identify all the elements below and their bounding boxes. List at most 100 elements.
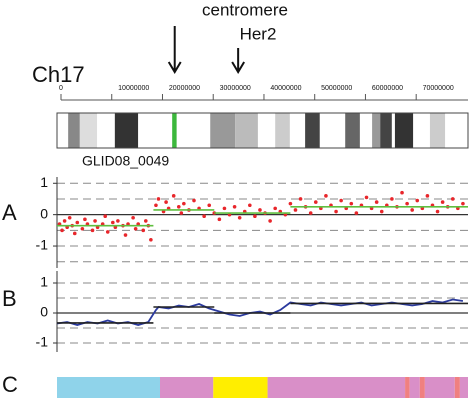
y-tick-label: -1 — [36, 334, 49, 350]
data-point — [156, 197, 161, 201]
data-point — [154, 203, 158, 208]
data-point — [288, 201, 293, 206]
data-point — [93, 219, 97, 223]
sample-label: GLID08_0049 — [82, 153, 169, 169]
state-block — [409, 377, 420, 398]
data-point — [400, 190, 404, 195]
x-tick-label: 60000000 — [372, 85, 403, 92]
data-point — [232, 205, 237, 209]
annotation-arrow — [167, 26, 182, 74]
data-point — [461, 201, 465, 206]
x-tick-label: 30000000 — [220, 85, 251, 92]
x-tick-label: 0 — [59, 85, 63, 92]
data-point — [222, 206, 227, 211]
data-point — [103, 214, 108, 219]
data-point — [349, 201, 354, 206]
y-tick-label: 0 — [40, 205, 48, 221]
data-point — [179, 211, 184, 215]
data-point — [253, 214, 257, 219]
data-point — [237, 215, 242, 220]
panel-label: A — [2, 200, 17, 225]
chromosome-band — [413, 113, 430, 148]
y-tick-label: 1 — [40, 174, 48, 190]
data-point — [133, 226, 138, 231]
data-point — [60, 228, 64, 233]
state-block — [160, 377, 214, 398]
y-tick-label: -1 — [36, 237, 49, 253]
state-block — [405, 377, 410, 398]
x-tick-label: 40000000 — [270, 85, 301, 92]
data-point — [405, 201, 409, 206]
chromosome-band — [345, 113, 360, 148]
data-point — [324, 194, 328, 198]
annotation-label: centromere — [202, 0, 288, 19]
data-point — [131, 215, 135, 220]
data-point — [217, 217, 222, 222]
data-point — [364, 195, 369, 200]
x-tick-label: 50000000 — [321, 85, 352, 92]
annotation-arrow — [231, 48, 246, 74]
panel-label: C — [2, 372, 18, 397]
data-point — [202, 214, 206, 219]
data-point — [182, 201, 186, 206]
chromosome-band — [176, 113, 211, 148]
data-point — [248, 203, 252, 208]
chromosome-band — [359, 113, 373, 148]
data-point — [258, 208, 262, 212]
data-point — [141, 228, 146, 233]
data-point — [390, 197, 394, 201]
data-point — [90, 228, 95, 233]
data-point — [440, 200, 445, 204]
data-point — [308, 211, 313, 215]
data-point — [67, 215, 72, 220]
data-point — [149, 237, 153, 242]
data-point — [192, 198, 196, 203]
data-point — [379, 209, 384, 214]
data-point — [164, 200, 168, 204]
y-tick-label: 0 — [40, 304, 48, 320]
chromosome-band — [391, 113, 395, 148]
x-tick-label: 70000000 — [423, 85, 454, 92]
state-block — [419, 377, 425, 398]
chromosome-band — [445, 113, 468, 148]
data-point — [450, 197, 455, 201]
data-point — [410, 208, 414, 212]
chromosome-band — [172, 113, 177, 148]
state-block — [213, 377, 268, 398]
chromosome-band — [114, 113, 139, 148]
chromosome-band — [275, 113, 290, 148]
chromosome-band — [68, 113, 80, 148]
data-point — [72, 231, 77, 236]
state-block — [424, 377, 455, 398]
chromosome-band — [57, 113, 69, 148]
data-point — [105, 230, 110, 234]
chromosome-band — [319, 113, 346, 148]
data-point — [143, 219, 148, 223]
data-point — [374, 200, 379, 204]
data-point — [354, 211, 359, 215]
x-tick-label: 20000000 — [169, 85, 200, 92]
data-point — [62, 219, 67, 223]
state-block — [57, 377, 161, 398]
data-point — [111, 220, 115, 225]
chromosome-band — [429, 113, 446, 148]
chromosome-band — [289, 113, 306, 148]
annotation-label: Her2 — [240, 24, 277, 43]
chromosome-band — [138, 113, 173, 148]
chromosome-band — [235, 113, 258, 148]
data-point — [207, 203, 212, 208]
y-tick-label: 1 — [40, 274, 48, 290]
chromosome-band — [97, 113, 115, 148]
chromosome-band — [305, 113, 320, 148]
data-point — [171, 194, 176, 198]
data-point — [425, 194, 430, 198]
data-point — [75, 220, 80, 225]
data-point — [415, 198, 420, 203]
chromosome-band — [257, 113, 276, 148]
data-point — [339, 198, 343, 203]
data-point — [298, 197, 303, 201]
chromosome-band — [210, 113, 236, 148]
data-point — [293, 208, 298, 212]
data-point — [80, 226, 85, 231]
